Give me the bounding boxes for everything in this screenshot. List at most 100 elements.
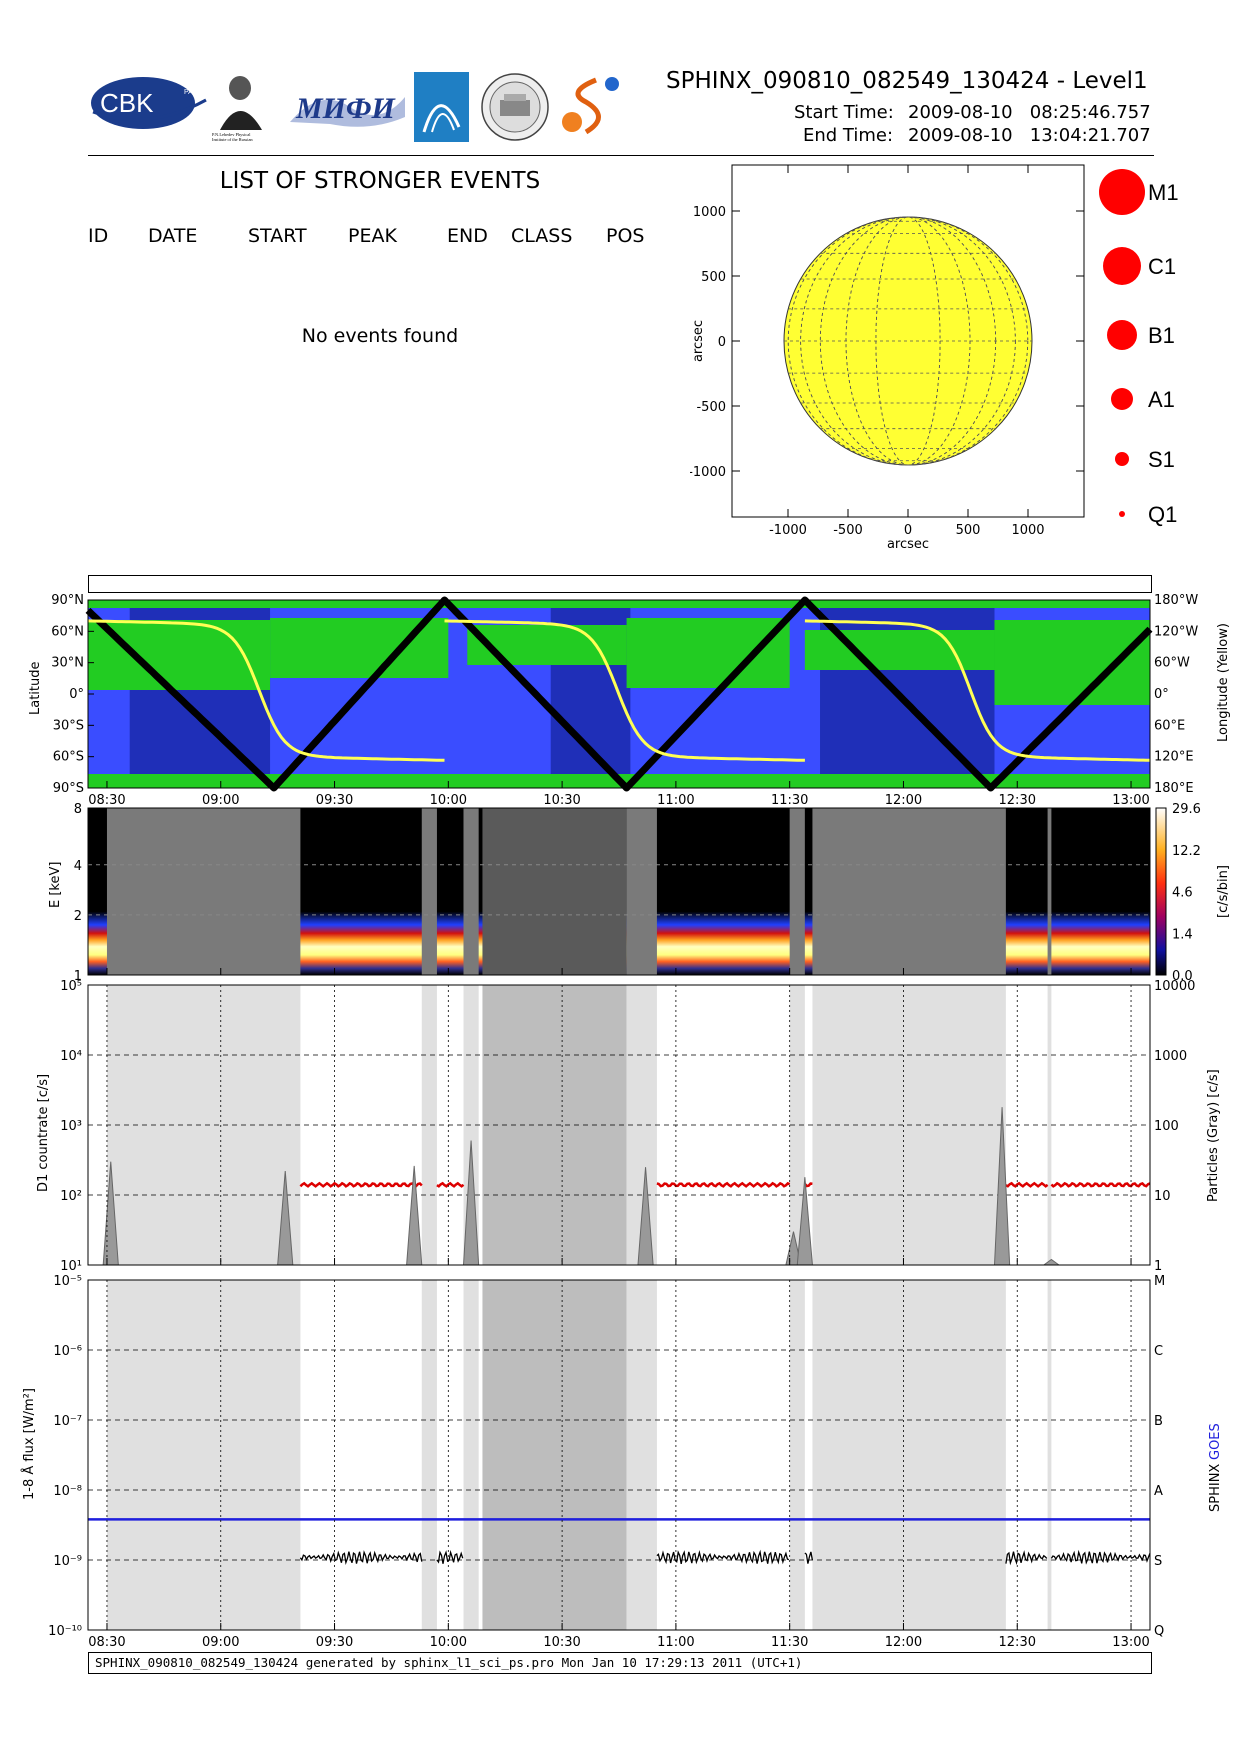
svg-text:PAN: PAN xyxy=(184,89,198,96)
orbit-longitude-track xyxy=(444,619,805,762)
lebedev-logo: P.N.Lebedev Physical Institute of the Ru… xyxy=(212,76,262,142)
class-label-m1: M1 xyxy=(1148,180,1179,205)
col-id: ID xyxy=(88,225,109,247)
flux-gap xyxy=(482,1280,627,1630)
orbit-left-tick: 90°S xyxy=(53,781,84,796)
spec-ytick: 1 xyxy=(74,969,82,984)
flux-time-label: 11:00 xyxy=(657,1635,694,1650)
flux-gap xyxy=(789,1280,805,1630)
spectrogram-gap xyxy=(812,808,1006,975)
sun-xtick: 0 xyxy=(904,523,912,538)
cbk-logo: CBK PAN xyxy=(91,77,207,129)
orbit-longitude-track xyxy=(804,619,1151,762)
flux-right-tick: S xyxy=(1154,1554,1162,1569)
particle-spike xyxy=(993,1107,1011,1266)
spec-colorbar-tick: 29.6 xyxy=(1172,802,1201,817)
orbit-time-label: 09:30 xyxy=(316,793,353,808)
mifi-logo: МИФИ xyxy=(290,92,405,127)
count-left-tick: 10⁵ xyxy=(60,979,82,994)
class-dot-b1 xyxy=(1107,320,1137,350)
spec-ylabel: E [keV] xyxy=(48,861,63,908)
flux-left-tick: 10⁻⁹ xyxy=(53,1554,82,1569)
d1-countrate-line xyxy=(299,1181,423,1188)
orbit-latitude-track xyxy=(85,596,1153,792)
spectrogram-gap xyxy=(421,808,437,975)
class-dot-a1 xyxy=(1111,388,1133,410)
sun-ytick: 500 xyxy=(701,270,726,285)
particle-spike xyxy=(637,1167,654,1266)
sun-xtick: -500 xyxy=(833,523,863,538)
countrate-gap xyxy=(1047,985,1052,1265)
count-left-tick: 10¹ xyxy=(60,1259,82,1274)
orbit-green-belt xyxy=(88,600,1150,608)
col-pos: POS xyxy=(606,225,645,247)
spectrogram-gap xyxy=(106,808,301,975)
orbit-left-tick: 60°S xyxy=(53,750,84,765)
flux-left-tick: 10⁻⁵ xyxy=(53,1274,82,1289)
flux-time-label: 10:30 xyxy=(543,1635,580,1650)
orbit-time-label: 08:30 xyxy=(88,793,125,808)
sun-ytick: 1000 xyxy=(693,205,726,220)
spectrogram-gap xyxy=(463,808,479,975)
orbit-longitude-track xyxy=(87,619,445,762)
orbit-left-tick: 0° xyxy=(69,687,84,702)
orbit-left-tick: 90°N xyxy=(51,593,84,608)
countrate-frame xyxy=(87,984,1151,1266)
orbit-green-region xyxy=(804,630,995,670)
d1-countrate-line xyxy=(803,1182,813,1188)
orbit-left-tick: 60°N xyxy=(51,624,84,639)
spec-ytick: 4 xyxy=(74,859,82,874)
class-label-a1: A1 xyxy=(1148,387,1175,412)
class-label-b1: B1 xyxy=(1148,323,1175,348)
spectrogram-gap xyxy=(789,808,805,975)
particle-spike xyxy=(102,1161,119,1266)
particle-spike xyxy=(796,1177,813,1266)
spectrogram-gap xyxy=(626,808,657,975)
flux-left-tick: 10⁻⁷ xyxy=(53,1414,82,1429)
class-dot-c1 xyxy=(1103,247,1141,285)
orbit-left-tick: 30°S xyxy=(53,718,84,733)
orbit-time-label: 12:00 xyxy=(885,793,922,808)
orbit-time-label: 13:00 xyxy=(1112,793,1149,808)
flux-time-label: 12:00 xyxy=(885,1635,922,1650)
orbit-right-tick: 120°E xyxy=(1154,750,1194,765)
orbit-left-tick: 30°N xyxy=(51,656,84,671)
spec-ytick: 2 xyxy=(74,909,82,924)
count-ylabel-left: D1 countrate [c/s] xyxy=(36,1073,51,1192)
particle-spike xyxy=(1043,1258,1060,1266)
flux-ylabel-left: 1-8 Å flux [W/m²] xyxy=(22,1388,37,1500)
class-dot-m1 xyxy=(1099,169,1145,215)
orbit-right-tick: 60°W xyxy=(1154,656,1190,671)
class-dot-q1 xyxy=(1119,511,1125,517)
header-divider xyxy=(88,155,1154,156)
sun-map-ylabel: arcsec xyxy=(691,320,706,362)
spectrogram-gap xyxy=(1047,808,1052,975)
particle-spike xyxy=(406,1165,423,1266)
events-title: LIST OF STRONGER EVENTS xyxy=(219,168,541,194)
sphinx-flux-line xyxy=(299,1550,423,1565)
sun-ytick: -500 xyxy=(696,400,726,415)
count-left-tick: 10⁴ xyxy=(60,1049,82,1064)
orbit-right-tick: 120°W xyxy=(1154,624,1198,639)
svg-text:P.N.Lebedev Physical: P.N.Lebedev Physical xyxy=(212,132,251,137)
end-time-label: End Time: xyxy=(803,125,894,146)
status-bar-box xyxy=(88,575,1152,593)
col-class: CLASS xyxy=(511,225,573,247)
no-events-message: No events found xyxy=(301,325,459,347)
flux-legend-goes: GOES xyxy=(1208,1423,1223,1460)
svg-text:Institute of the Russian: Institute of the Russian xyxy=(212,137,253,142)
sun-map-xlabel: arcsec xyxy=(887,537,929,552)
orbit-right-tick: 180°E xyxy=(1154,781,1194,796)
count-ylabel-right: Particles (Gray) [c/s] xyxy=(1206,1069,1221,1202)
sun-longitude-line xyxy=(787,216,1029,466)
sun-xtick: -1000 xyxy=(769,523,807,538)
spec-colorbar-tick: 1.4 xyxy=(1172,927,1193,942)
class-label-q1: Q1 xyxy=(1148,502,1177,527)
sun-xtick: 500 xyxy=(956,523,981,538)
orbit-green-region xyxy=(994,620,1150,705)
count-left-tick: 10² xyxy=(60,1189,82,1204)
flux-right-tick: C xyxy=(1154,1344,1163,1359)
sun-ytick: 0 xyxy=(718,335,726,350)
count-left-tick: 10³ xyxy=(60,1119,82,1134)
flux-left-tick: 10⁻⁸ xyxy=(53,1484,82,1499)
